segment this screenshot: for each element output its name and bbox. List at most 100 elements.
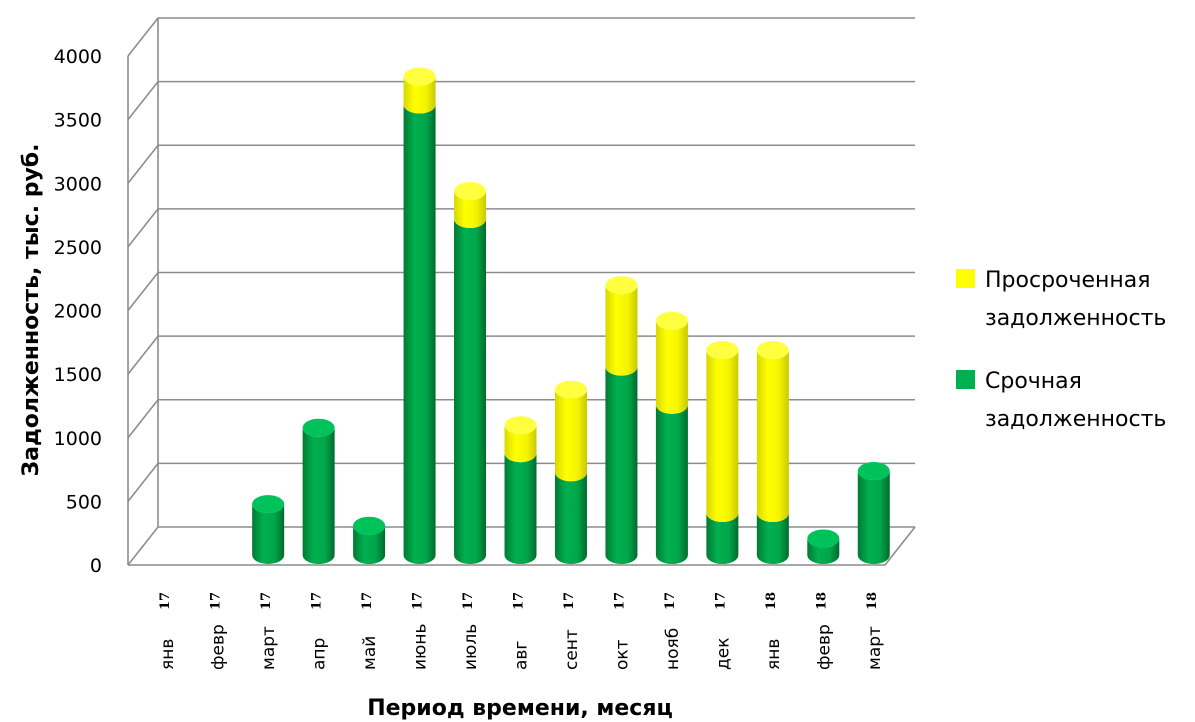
- x-tick-year: 18: [764, 592, 779, 610]
- x-tick-label: июнь 17: [411, 592, 431, 670]
- x-tick-month: янв: [764, 639, 784, 670]
- x-tick-year: 18: [865, 592, 880, 610]
- x-tick-year: 17: [310, 592, 325, 610]
- x-tick-month: март: [865, 626, 885, 670]
- gridlines: [127, 17, 916, 566]
- gridline: [127, 144, 915, 184]
- x-tick-year: 17: [360, 592, 375, 610]
- bar-overdue-body: [403, 76, 436, 114]
- bar-overdue-body: [655, 320, 688, 414]
- x-tick-month: сент: [562, 629, 582, 670]
- x-tick-label: февр 17: [209, 592, 229, 670]
- bar-current-top: [302, 418, 335, 437]
- x-tick-label: февр 18: [814, 592, 834, 670]
- x-tick-month: дек: [713, 638, 733, 670]
- bar-current: [554, 472, 587, 564]
- x-tick-month: янв: [158, 639, 178, 670]
- bar-overdue: [554, 380, 587, 482]
- bar-overdue-top: [605, 276, 638, 295]
- x-tick-year: 17: [713, 592, 728, 610]
- bar-current-body: [857, 471, 890, 564]
- x-tick-label: дек 17: [713, 592, 733, 670]
- x-tick-year: 17: [512, 592, 527, 610]
- x-tick-month: окт: [612, 639, 632, 670]
- bar-current-body: [756, 513, 789, 564]
- bar-overdue-body: [454, 191, 487, 229]
- bar-overdue-top: [403, 67, 436, 86]
- bar-overdue-body: [756, 350, 789, 523]
- legend: Просроченная задолженность Срочная задол…: [956, 268, 1166, 432]
- bar-overdue: [403, 67, 436, 114]
- x-tick-month: февр: [209, 624, 229, 670]
- bar-current-body: [807, 538, 840, 564]
- legend-label-current-2: задолженность: [985, 407, 1166, 432]
- bar-overdue-body: [554, 389, 587, 482]
- gridline: [127, 17, 915, 57]
- bar-current-body: [504, 453, 537, 564]
- bar-current: [353, 516, 386, 564]
- x-tick-label: окт 17: [612, 592, 632, 670]
- x-tick-label: июль 17: [461, 592, 481, 670]
- x-tick-label: янв 18: [764, 592, 784, 670]
- bar-current: [756, 513, 789, 564]
- x-tick-month: март: [259, 626, 279, 670]
- x-tick-month: апр: [310, 638, 330, 670]
- bar-current-body: [454, 219, 487, 564]
- floor-edge: [128, 526, 916, 566]
- x-tick-label: сент 17: [562, 592, 582, 670]
- bar-current: [504, 453, 537, 564]
- x-tick-year: 17: [158, 592, 173, 610]
- x-tick-labels: янв17февр17март17апр17май17июнь17июль17а…: [158, 592, 885, 670]
- x-tick-month: февр: [814, 624, 834, 670]
- gridline: [127, 80, 915, 121]
- x-tick-year: 17: [461, 592, 476, 610]
- bar-overdue-body: [706, 350, 739, 523]
- bar-overdue-top: [504, 416, 537, 435]
- gridline: [127, 271, 915, 311]
- bar-current-top: [807, 529, 840, 548]
- y-tick-label: 3500: [54, 110, 102, 132]
- bar-current-body: [554, 472, 587, 564]
- x-tick-label: янв 17: [158, 592, 178, 670]
- x-tick-label: март 17: [259, 592, 279, 670]
- bar-current: [403, 104, 436, 564]
- legend-label-overdue-2: задолженность: [985, 306, 1166, 331]
- legend-label-overdue-1: Просроченная: [985, 268, 1151, 293]
- x-axis-title: Период времени, месяц: [367, 696, 673, 721]
- bar-overdue: [756, 341, 789, 523]
- bar-overdue-top: [454, 182, 487, 201]
- y-axis-title: Задолженность, тыс. руб.: [19, 143, 44, 476]
- bar-overdue-top: [655, 311, 688, 330]
- x-tick-year: 17: [259, 592, 274, 610]
- x-tick-month: июнь: [411, 624, 431, 671]
- x-tick-label: май 17: [360, 592, 380, 670]
- bar-overdue-body: [504, 425, 537, 463]
- x-tick-year: 17: [663, 592, 678, 610]
- bar-overdue: [454, 182, 487, 229]
- bar-current: [302, 418, 335, 564]
- x-tick-label: апр 17: [310, 592, 330, 670]
- bar-overdue-top: [554, 380, 587, 399]
- bar-current: [605, 366, 638, 564]
- y-tick-label: 1500: [54, 364, 102, 386]
- legend-swatch-overdue: [956, 269, 975, 288]
- x-tick-month: июль: [461, 624, 481, 670]
- y-tick-label: 2500: [54, 237, 102, 259]
- bar-current: [807, 529, 840, 564]
- bar-overdue: [504, 416, 537, 463]
- x-tick-year: 18: [814, 592, 829, 610]
- x-tick-label: авг 17: [512, 592, 532, 670]
- y-tick-label: 1000: [54, 428, 102, 450]
- gridline: [127, 335, 915, 375]
- legend-label-current-1: Срочная: [985, 369, 1082, 394]
- x-tick-label: нояб 17: [663, 592, 683, 670]
- x-tick-label: март 18: [865, 592, 885, 670]
- bar-current-body: [706, 513, 739, 564]
- y-tick-label: 0: [90, 555, 102, 577]
- x-tick-year: 17: [562, 592, 577, 610]
- y-tick-labels: 0 500 1000 1500 2000 2500 3000 3500 4000: [54, 46, 102, 577]
- y-tick-label: 500: [66, 491, 102, 513]
- bar-current: [454, 219, 487, 564]
- bar-current: [706, 513, 739, 564]
